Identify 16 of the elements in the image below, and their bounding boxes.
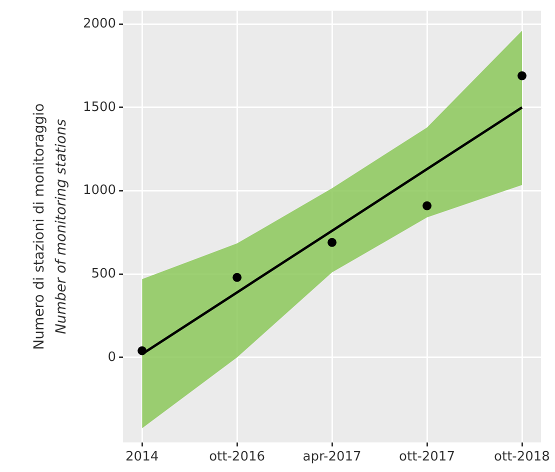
point bbox=[518, 71, 527, 80]
y-axis-title: Numero di stazioni di monitoraggio Number of monitoring stations bbox=[32, 103, 70, 350]
x-tick-label: ott-2018 bbox=[494, 450, 550, 465]
y-tick-label: 1000 bbox=[82, 183, 116, 198]
y-tick-label: 1500 bbox=[82, 100, 116, 115]
y-tick-label: 500 bbox=[91, 266, 116, 282]
y-tick-label: 2000 bbox=[82, 16, 116, 32]
point bbox=[138, 346, 147, 356]
point bbox=[328, 238, 337, 247]
x-tick-label: ott-2017 bbox=[399, 450, 455, 465]
point bbox=[422, 201, 432, 210]
x-tick-label: ott-2016 bbox=[209, 450, 266, 465]
y-tick-label: 0 bbox=[108, 350, 116, 365]
x-tick-label: 2014 bbox=[126, 450, 159, 465]
point bbox=[232, 272, 242, 282]
x-tick-label: apr-2017 bbox=[302, 450, 362, 465]
